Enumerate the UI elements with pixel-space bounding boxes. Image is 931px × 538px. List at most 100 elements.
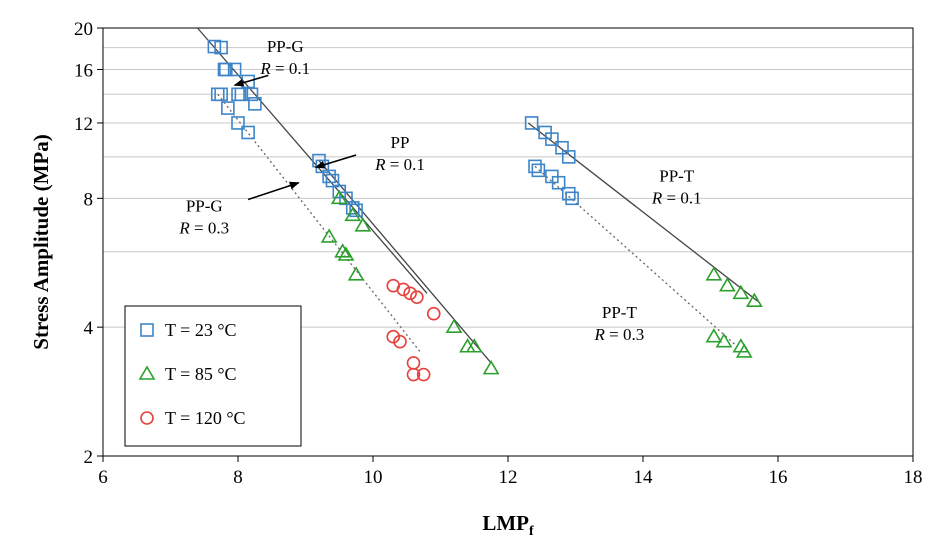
legend-label: T = 85 °C [165,364,237,384]
data-point-circle [406,367,421,382]
annotation-r-symbol: R [178,219,190,238]
annotations: PP-G R = 0.1 PP R = 0.1 PP-G R = 0.3 PP-T R = 0… [178,37,701,344]
data-point-triangle [715,333,733,348]
y-axis-label: Stress Amplitude (MPa) [29,134,53,349]
data-point-circle [386,329,401,344]
data-point-triangle [445,318,463,333]
x-tick-label: 8 [233,467,243,488]
annotation-r: R = 0.1 [374,155,425,174]
data-point-triangle [344,206,362,222]
y-tick-label: 20 [74,19,93,40]
fit-line-solid [527,122,759,302]
y-tick-label: 2 [84,447,94,468]
data-point-square [345,201,360,215]
legend: T = 23 °C T = 85 °C T = 120 °C [124,305,302,447]
y-tick-labels: 2 4 8 12 16 20 [74,19,103,468]
data-point-triangle [330,189,348,205]
series-circle [386,278,441,382]
x-tick-labels: 6 8 10 12 14 16 18 [98,456,923,488]
y-tick-label: 16 [74,60,93,81]
annotation-name: PP-T [602,303,638,322]
fit-line-dotted [534,165,738,348]
data-point-square [524,116,539,130]
y-tick-label: 12 [74,114,93,135]
legend-marker-triangle [138,365,156,380]
data-point-triangle [354,217,372,232]
data-point-circle [393,334,407,349]
annotation-name: PP [391,133,410,152]
data-point-square [214,40,228,55]
legend-box [124,305,302,447]
data-point-triangle [732,284,750,300]
data-point-square [234,87,249,102]
annotation-r-symbol: R [651,189,663,208]
fit-line-solid [318,160,492,364]
data-point-square [545,132,559,146]
annotation-arrow [247,181,300,201]
data-point-triangle [337,246,355,261]
data-point-triangle [705,328,723,343]
data-point-circle [426,306,441,321]
data-point-square [561,150,576,164]
annotation-r-value: = 0.1 [271,59,310,78]
annotation-r: R = 0.1 [651,189,702,208]
data-point-circle [406,356,421,370]
annotation-r: R = 0.3 [594,325,645,344]
x-tick-label: 12 [499,467,518,488]
annotation-name: PP-G [186,197,223,216]
legend-marker-square [140,323,154,337]
data-point-square [241,125,255,140]
data-point-square [231,116,245,130]
data-point-square [244,87,259,102]
data-point-circle [410,290,424,304]
y-tick-label: 4 [84,318,94,339]
legend-entry: T = 85 °C [138,364,237,384]
x-tick-label: 14 [634,467,654,488]
data-point-square [565,191,579,206]
data-point-square [561,186,576,201]
data-point-square [221,101,235,115]
data-point-square [528,159,542,174]
data-point-triangle [347,266,365,281]
data-point-square [531,163,546,178]
x-tick-label: 18 [904,467,923,488]
x-axis-label: LMPf [482,511,534,538]
annotation-r-symbol: R [594,325,606,344]
data-point-triangle [465,338,483,353]
annotation-r-value: = 0.3 [605,325,644,344]
annotation-r-value: = 0.1 [386,155,425,174]
legend-label: T = 23 °C [165,320,237,340]
data-point-triangle [482,360,500,375]
data-point-square [551,175,566,190]
data-point-triangle [320,228,338,243]
annotation-arrow [233,74,269,87]
annotation-r-value: = 0.1 [662,189,701,208]
y-tick-label: 8 [84,189,94,210]
series-triangle [320,189,763,375]
data-point-square [349,203,363,218]
data-point-triangle [745,292,763,307]
data-point-square [219,62,233,77]
annotation-name: PP-G [267,37,304,56]
data-point-circle [403,286,417,301]
data-point-circle [396,282,411,297]
data-point-square [322,169,336,184]
x-tick-label: 6 [98,467,108,488]
legend-marker-circle [140,411,154,425]
x-axis-label-subscript: f [529,524,534,538]
grid-lines [103,47,913,328]
legend-entry: T = 120 °C [140,408,246,428]
data-point-square [248,97,262,111]
data-point-square [227,62,242,77]
data-point-triangle [718,277,736,292]
data-point-square [214,87,228,102]
data-point-triangle [334,243,352,258]
annotation-r-value: = 0.3 [190,219,229,238]
annotation-name: PP-T [659,167,695,186]
x-tick-label: 10 [364,467,383,488]
annotation-r-symbol: R [374,155,386,174]
data-point-triangle [705,266,723,281]
legend-label: T = 120 °C [165,408,246,428]
annotation-r: R = 0.1 [259,59,310,78]
